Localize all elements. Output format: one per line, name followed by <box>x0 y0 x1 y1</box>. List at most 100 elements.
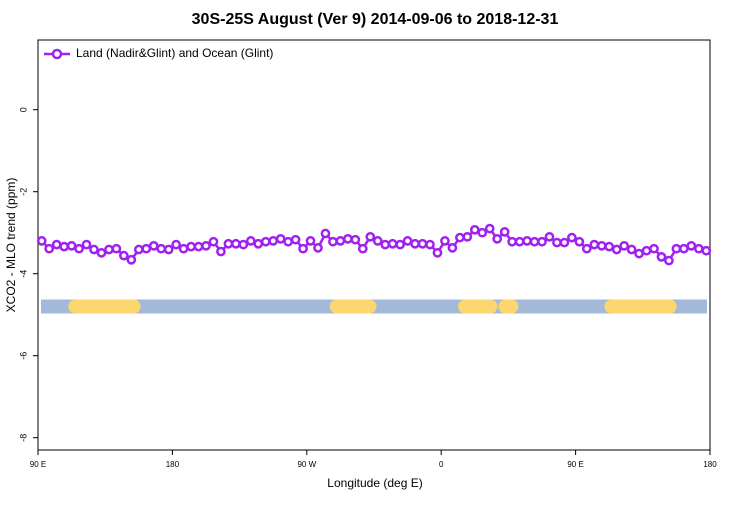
point <box>432 247 443 258</box>
point <box>44 243 55 254</box>
point <box>283 236 293 247</box>
point <box>679 243 689 254</box>
point <box>417 238 428 249</box>
point <box>59 241 69 252</box>
point <box>544 231 555 242</box>
point <box>253 238 264 249</box>
point <box>484 223 495 234</box>
point <box>156 243 167 254</box>
legend-marker <box>51 48 63 60</box>
point <box>686 240 697 251</box>
point <box>148 240 159 251</box>
point <box>649 243 659 254</box>
point <box>96 247 107 258</box>
point <box>410 238 420 249</box>
point <box>298 243 308 254</box>
point <box>313 243 323 253</box>
point <box>290 234 301 245</box>
point <box>74 243 84 254</box>
point <box>238 239 249 250</box>
point <box>343 234 353 244</box>
point <box>425 239 435 250</box>
point <box>440 236 450 246</box>
x-axis-label: Longitude (deg E) <box>327 476 422 490</box>
point <box>402 236 413 246</box>
point <box>119 250 129 261</box>
x-tick-label: 0 <box>439 460 444 469</box>
point <box>552 237 562 248</box>
point <box>529 236 540 247</box>
point <box>111 243 122 254</box>
point <box>216 246 226 257</box>
point <box>171 239 181 250</box>
point <box>208 236 219 247</box>
point <box>335 236 346 246</box>
x-tick-label: 90 E <box>30 460 46 469</box>
point <box>387 238 398 249</box>
y-axis-label: XCO2 - MLO trend (ppm) <box>4 178 18 313</box>
point <box>357 243 368 254</box>
point <box>664 255 674 266</box>
point <box>260 236 271 247</box>
point <box>626 244 637 255</box>
point <box>231 238 241 249</box>
point <box>447 243 458 253</box>
point <box>380 239 391 250</box>
point <box>522 236 532 246</box>
point <box>328 236 338 247</box>
point <box>51 239 62 250</box>
y-tick-label: -6 <box>18 352 28 360</box>
point <box>604 241 615 252</box>
point <box>507 236 517 247</box>
point <box>89 244 99 255</box>
point <box>36 236 47 246</box>
point <box>275 234 286 244</box>
point <box>126 254 137 265</box>
point <box>537 236 547 247</box>
point <box>178 243 189 254</box>
point <box>581 243 592 254</box>
x-tick-label: 90 E <box>567 460 583 469</box>
point <box>104 244 114 255</box>
point <box>305 236 316 246</box>
point <box>574 236 585 247</box>
point <box>163 244 174 255</box>
y-tick-label: 0 <box>18 107 28 112</box>
point <box>66 240 77 251</box>
point <box>492 234 503 244</box>
y-tick-label: -4 <box>18 270 28 278</box>
point <box>499 227 510 237</box>
y-tick-label: -2 <box>18 188 28 196</box>
point <box>469 224 480 235</box>
point <box>611 244 622 255</box>
point <box>567 232 577 243</box>
x-tick-label: 90 W <box>297 460 316 469</box>
point <box>693 243 704 254</box>
point <box>619 240 629 251</box>
point <box>701 245 712 256</box>
point <box>245 236 256 246</box>
point <box>350 234 361 245</box>
point <box>462 231 473 242</box>
point <box>186 241 196 252</box>
point <box>596 240 607 251</box>
x-tick-label: 180 <box>703 460 717 469</box>
chart-title: 30S-25S August (Ver 9) 2014-09-06 to 201… <box>192 11 559 28</box>
point <box>365 231 376 242</box>
point <box>395 239 405 250</box>
x-tick-label: 180 <box>166 460 180 469</box>
point <box>656 252 667 262</box>
point <box>455 232 465 243</box>
point <box>193 241 204 252</box>
point <box>81 239 92 250</box>
y-tick-label: -8 <box>18 434 28 442</box>
point <box>477 227 488 238</box>
point <box>268 236 279 246</box>
point <box>634 248 644 259</box>
point <box>671 243 682 254</box>
legend-label: Land (Nadir&Glint) and Ocean (Glint) <box>76 46 273 60</box>
point <box>589 239 600 250</box>
point <box>133 244 144 255</box>
point <box>372 236 383 246</box>
